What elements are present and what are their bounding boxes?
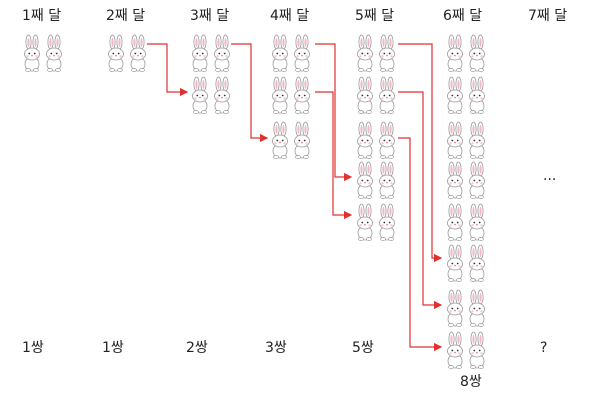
rabbit-pair	[447, 161, 485, 200]
month-label-3: 3째 달	[190, 8, 230, 24]
rabbit-icon	[192, 76, 208, 115]
rabbit-icon	[379, 76, 395, 115]
birth-arrow	[315, 91, 353, 220]
rabbit-pair	[24, 34, 62, 73]
month-label-1: 1째 달	[22, 8, 62, 24]
rabbit-icon	[379, 34, 395, 73]
rabbit-icon	[379, 121, 395, 160]
rabbit-pair	[272, 34, 310, 73]
rabbit-pair	[447, 34, 485, 73]
rabbit-icon	[447, 76, 463, 115]
rabbit-icon	[447, 331, 463, 370]
rabbit-icon	[469, 161, 485, 200]
arrows-layer	[147, 43, 443, 352]
pair-count-4: 3쌍	[265, 340, 287, 356]
month-label-5: 5째 달	[355, 8, 395, 24]
month-label-6: 6째 달	[443, 8, 483, 24]
rabbit-pair	[357, 34, 395, 73]
rabbit-pair	[447, 244, 485, 283]
rabbit-icon	[272, 34, 288, 73]
rabbit-pair	[357, 76, 395, 115]
rabbit-icon	[46, 34, 62, 73]
rabbit-icon	[447, 161, 463, 200]
rabbit-pair	[447, 203, 485, 242]
rabbit-icon	[214, 34, 230, 73]
birth-arrow	[147, 43, 189, 97]
month-label-4: 4째 달	[270, 8, 310, 24]
rabbit-icon	[272, 121, 288, 160]
rabbit-pair	[192, 76, 230, 115]
rabbit-icon	[294, 121, 310, 160]
rabbit-icon	[357, 34, 373, 73]
rabbits-layer	[24, 34, 485, 370]
rabbit-pair	[447, 289, 485, 328]
rabbit-icon	[272, 76, 288, 115]
rabbit-icon	[469, 203, 485, 242]
rabbit-icon	[447, 34, 463, 73]
rabbit-icon	[469, 289, 485, 328]
birth-arrow	[398, 91, 443, 310]
rabbit-icon	[192, 34, 208, 73]
rabbit-icon	[357, 161, 373, 200]
rabbit-pair	[357, 203, 395, 242]
rabbit-icon	[214, 76, 230, 115]
rabbit-pair	[357, 121, 395, 160]
pair-count-2: 1쌍	[102, 340, 124, 356]
rabbit-icon	[447, 289, 463, 328]
rabbit-icon	[108, 34, 124, 73]
rabbit-pair	[357, 161, 395, 200]
pair-count-5: 5쌍	[352, 340, 374, 356]
rabbit-icon	[469, 34, 485, 73]
birth-arrow	[398, 137, 443, 352]
rabbit-icon	[130, 34, 146, 73]
rabbit-icon	[379, 203, 395, 242]
pair-count-7: ?	[540, 340, 548, 356]
rabbit-pair	[192, 34, 230, 73]
rabbit-icon	[469, 76, 485, 115]
rabbit-icon	[469, 331, 485, 370]
rabbit-icon	[294, 76, 310, 115]
rabbit-icon	[24, 34, 40, 73]
pair-count-1: 1쌍	[22, 340, 44, 356]
birth-arrow	[398, 43, 443, 263]
rabbit-pair	[272, 121, 310, 160]
rabbit-icon	[357, 121, 373, 160]
birth-arrow	[231, 43, 269, 143]
rabbit-icon	[357, 76, 373, 115]
month-label-2: 2째 달	[106, 8, 146, 24]
month-label-7: 7째 달	[528, 8, 568, 24]
continuation-ellipsis: ...	[543, 168, 557, 184]
rabbit-icon	[379, 161, 395, 200]
rabbit-icon	[357, 203, 373, 242]
rabbit-icon	[469, 244, 485, 283]
rabbit-pair	[108, 34, 146, 73]
rabbit-pair	[447, 76, 485, 115]
rabbit-icon	[447, 121, 463, 160]
rabbit-icon	[469, 121, 485, 160]
pair-count-3: 2쌍	[186, 340, 208, 356]
rabbit-pair	[447, 121, 485, 160]
rabbit-pair	[447, 331, 485, 370]
birth-arrow	[315, 43, 353, 182]
rabbit-icon	[294, 34, 310, 73]
rabbit-icon	[447, 203, 463, 242]
pair-count-6: 8쌍	[460, 374, 482, 390]
rabbit-icon	[447, 244, 463, 283]
rabbit-pair	[272, 76, 310, 115]
